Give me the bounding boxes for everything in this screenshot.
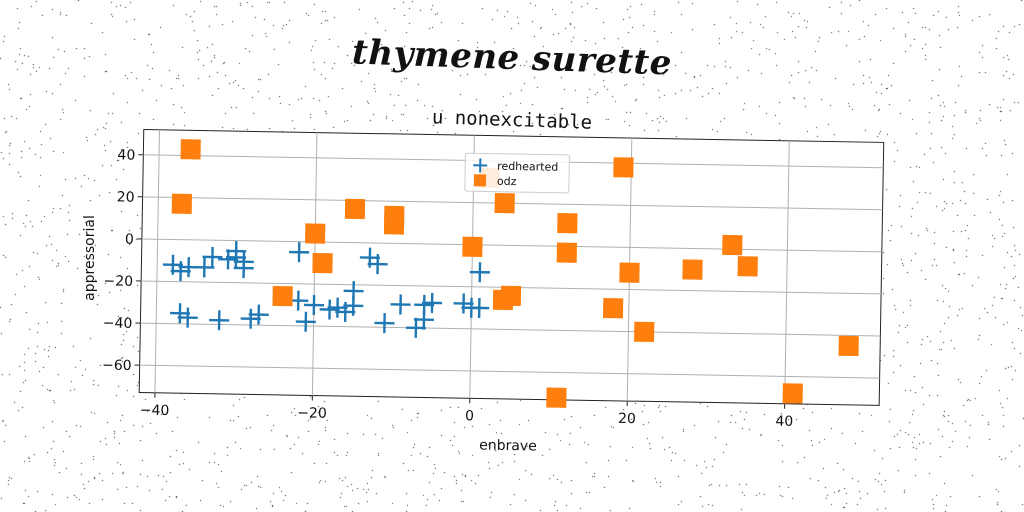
point-odz <box>546 387 567 408</box>
plot-area: −40 −20 0 20 40 −60 −40 −20 0 20 40 redhearted odz <box>102 129 885 430</box>
point-redhearted <box>469 262 490 283</box>
grid-line-y <box>141 238 882 253</box>
point-odz <box>838 335 859 357</box>
point-redhearted <box>170 261 191 282</box>
point-odz <box>682 259 703 280</box>
y-tick-label: −40 <box>103 315 133 332</box>
plot-frame <box>138 129 885 406</box>
point-redhearted <box>303 295 324 316</box>
point-redhearted <box>405 317 426 338</box>
legend-box <box>464 152 570 194</box>
point-redhearted <box>209 310 230 331</box>
point-odz <box>722 234 743 256</box>
point-redhearted <box>240 308 261 329</box>
point-redhearted <box>233 258 254 279</box>
chart-title: u nonexcitable <box>432 106 593 134</box>
point-odz <box>305 223 326 244</box>
x-tick-label: 40 <box>775 414 793 430</box>
y-tick-label: 20 <box>117 189 135 205</box>
point-odz <box>384 205 405 227</box>
point-redhearted <box>453 293 474 314</box>
point-odz <box>602 298 624 319</box>
point-odz <box>272 285 293 307</box>
grid-line-y <box>139 364 880 379</box>
point-odz <box>494 193 515 214</box>
grid-line-x <box>154 129 161 393</box>
legend-label-redhearted: redhearted <box>497 160 558 174</box>
y-tick-label: −60 <box>102 358 132 375</box>
point-redhearted <box>194 257 215 278</box>
point-redhearted <box>177 307 198 328</box>
point-odz <box>619 262 640 283</box>
axis-ticks: −40 −20 0 20 40 −60 −40 −20 0 20 40 <box>102 147 793 430</box>
y-tick-label: 0 <box>125 232 134 248</box>
point-redhearted <box>414 294 435 315</box>
point-odz <box>782 383 803 404</box>
point-redhearted <box>390 294 411 315</box>
grid-line-x <box>784 140 790 404</box>
x-axis-label: enbrave <box>479 437 537 454</box>
point-redhearted <box>327 297 348 318</box>
point-odz <box>557 213 578 234</box>
point-redhearted <box>374 313 395 334</box>
data-marks <box>162 139 859 408</box>
point-odz <box>462 236 483 257</box>
y-axis-label: appressorial <box>82 215 98 301</box>
legend-marker-odz <box>473 174 487 187</box>
y-tick-label: 40 <box>117 147 135 163</box>
legend-marker-redhearted <box>473 158 488 173</box>
point-redhearted <box>422 292 443 313</box>
x-tick-label: −20 <box>297 405 327 422</box>
point-odz <box>312 252 333 274</box>
point-redhearted <box>295 311 316 332</box>
y-tick-label: −20 <box>103 273 133 290</box>
x-tick-label: 0 <box>465 408 474 424</box>
grid-line-y <box>140 322 881 337</box>
point-odz <box>344 198 366 220</box>
point-odz <box>556 242 578 263</box>
point-redhearted <box>367 254 388 275</box>
point-odz <box>171 193 193 215</box>
point-redhearted <box>202 246 223 268</box>
point-odz <box>737 256 758 277</box>
point-redhearted <box>226 241 247 262</box>
point-odz <box>634 321 655 343</box>
point-redhearted <box>343 281 364 302</box>
point-redhearted <box>289 242 310 263</box>
point-redhearted <box>319 299 340 320</box>
point-odz <box>180 139 201 160</box>
point-redhearted <box>469 297 490 318</box>
x-tick-label: −40 <box>140 403 170 420</box>
point-odz <box>613 157 634 178</box>
point-odz <box>500 285 522 307</box>
x-tick-label: 20 <box>618 411 636 427</box>
legend: redhearted odz <box>464 152 570 194</box>
legend-label-odz: odz <box>497 175 517 188</box>
point-redhearted <box>218 249 239 270</box>
point-redhearted <box>248 304 269 325</box>
point-redhearted <box>169 303 190 324</box>
